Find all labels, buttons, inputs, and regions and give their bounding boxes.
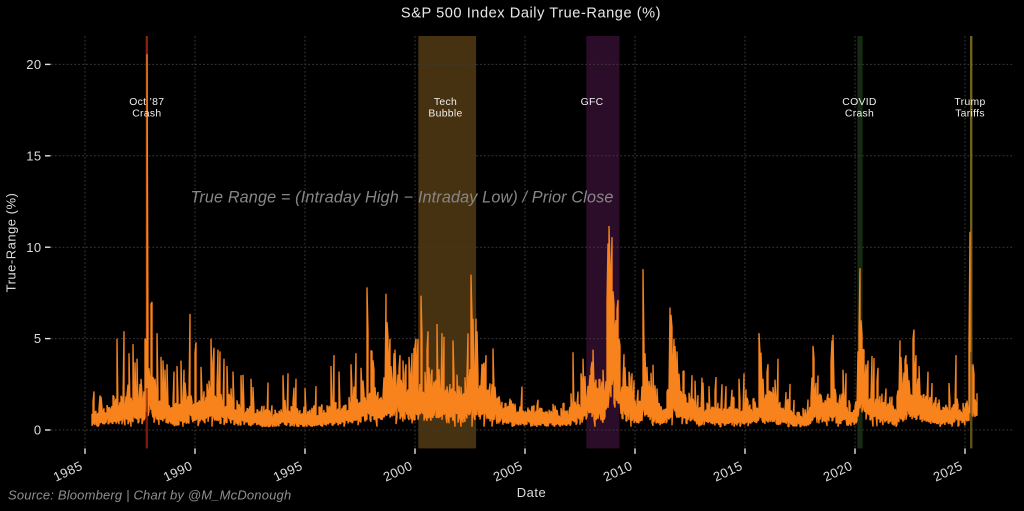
svg-text:Trump: Trump (954, 97, 985, 108)
svg-text:S&P 500 Index Daily True-Range: S&P 500 Index Daily True-Range (%) (401, 6, 661, 22)
svg-text:True Range = (Intraday High −: True Range = (Intraday High − Intraday L… (190, 189, 613, 207)
svg-text:15: 15 (26, 148, 41, 163)
svg-text:20: 20 (26, 57, 41, 72)
svg-text:0: 0 (34, 423, 42, 438)
svg-text:Tariffs: Tariffs (955, 109, 985, 120)
svg-text:Tech: Tech (434, 97, 457, 108)
svg-text:Crash: Crash (132, 109, 161, 120)
svg-text:Date: Date (517, 485, 546, 500)
svg-text:Oct ’87: Oct ’87 (129, 97, 164, 108)
svg-text:COVID: COVID (842, 97, 876, 108)
svg-text:GFC: GFC (581, 97, 604, 108)
svg-text:Source: Bloomberg | Chart by @: Source: Bloomberg | Chart by @M_McDonoug… (8, 488, 291, 503)
svg-text:Crash: Crash (845, 109, 874, 120)
svg-text:10: 10 (26, 240, 41, 255)
svg-text:5: 5 (34, 331, 42, 346)
svg-text:True-Range (%): True-Range (%) (4, 193, 19, 293)
svg-text:Bubble: Bubble (428, 109, 462, 120)
